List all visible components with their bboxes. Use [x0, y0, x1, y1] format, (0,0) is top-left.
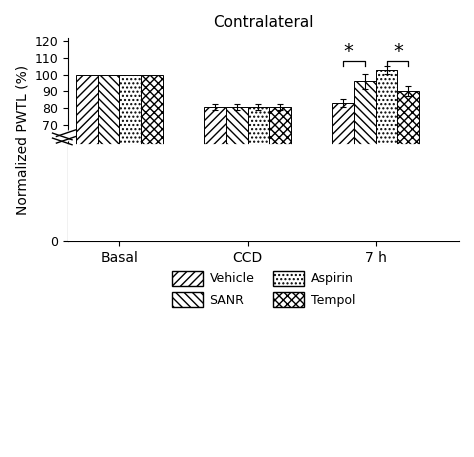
Bar	[141, 75, 163, 145]
Y-axis label: Normalized PWTL (%): Normalized PWTL (%)	[15, 65, 29, 215]
Title: Contralateral: Contralateral	[213, 15, 314, 30]
Text: *: *	[344, 42, 354, 61]
Bar	[247, 107, 269, 145]
Bar	[354, 81, 376, 145]
Bar	[376, 70, 398, 145]
Bar	[68, 145, 459, 240]
Bar	[332, 103, 354, 145]
Bar	[119, 75, 141, 145]
Text: *: *	[394, 42, 404, 61]
Bar	[204, 107, 226, 145]
Bar	[226, 107, 247, 145]
Bar	[398, 91, 419, 145]
Bar	[98, 75, 119, 145]
Bar	[269, 107, 291, 145]
Legend: Vehicle, SANR, Aspirin, Tempol: Vehicle, SANR, Aspirin, Tempol	[167, 266, 360, 313]
Bar	[76, 75, 98, 145]
